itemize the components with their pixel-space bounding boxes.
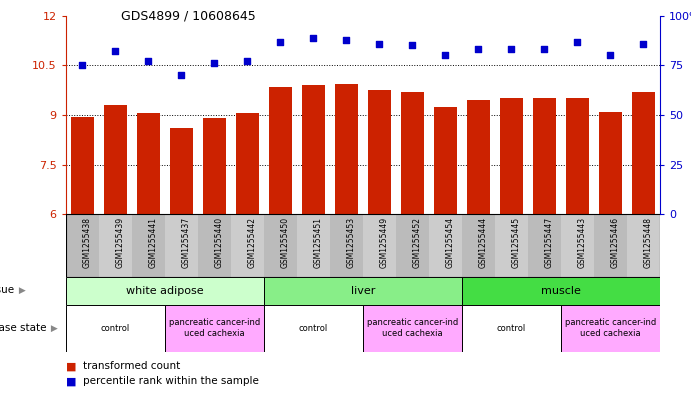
Bar [164,214,198,277]
Bar [599,112,622,214]
Bar [566,98,589,214]
Text: tissue: tissue [0,285,15,295]
Text: liver: liver [350,286,375,296]
Bar [396,214,429,277]
Bar [132,214,164,277]
Text: GSM1255452: GSM1255452 [413,217,422,268]
Point [605,52,616,59]
Point [142,58,153,64]
Point [275,39,286,45]
Bar [495,214,528,277]
Text: GSM1255445: GSM1255445 [511,217,520,268]
Bar [429,214,462,277]
Point [110,48,121,55]
Text: GSM1255454: GSM1255454 [445,217,454,268]
Bar [264,277,462,305]
Point [209,60,220,66]
Bar [70,117,94,214]
Bar [363,305,462,352]
Text: GSM1255453: GSM1255453 [346,217,355,268]
Text: GSM1255446: GSM1255446 [610,217,619,268]
Text: GSM1255437: GSM1255437 [181,217,190,268]
Text: GSM1255442: GSM1255442 [247,217,256,268]
Text: GSM1255448: GSM1255448 [643,217,652,268]
Bar [533,98,556,214]
Point [439,52,451,59]
Text: GSM1255451: GSM1255451 [313,217,322,268]
Bar [363,214,396,277]
Text: ■: ■ [66,361,76,371]
Bar [269,87,292,214]
Text: control: control [299,324,328,332]
Bar [66,305,164,352]
Point [307,35,319,41]
Bar [66,214,99,277]
Bar [462,305,561,352]
Bar [164,305,264,352]
Bar [500,98,523,214]
Text: ▶: ▶ [48,324,57,332]
Text: percentile rank within the sample: percentile rank within the sample [83,376,259,386]
Bar [302,85,325,214]
Text: GSM1255443: GSM1255443 [578,217,587,268]
Text: control: control [497,324,526,332]
Point [242,58,253,64]
Text: ▶: ▶ [16,286,26,294]
Text: muscle: muscle [541,286,581,296]
Text: GSM1255439: GSM1255439 [115,217,124,268]
Bar [462,214,495,277]
Text: pancreatic cancer-ind
uced cachexia: pancreatic cancer-ind uced cachexia [169,318,260,338]
Bar [296,214,330,277]
Text: disease state: disease state [0,323,47,333]
Text: GSM1255440: GSM1255440 [214,217,223,268]
Text: ■: ■ [66,376,76,386]
Bar [330,214,363,277]
Text: GDS4899 / 10608645: GDS4899 / 10608645 [121,10,256,23]
Text: GSM1255449: GSM1255449 [379,217,388,268]
Point [341,37,352,43]
Bar [462,277,660,305]
Bar [401,92,424,214]
Text: control: control [101,324,130,332]
Bar [169,127,193,214]
Bar [66,277,264,305]
Text: GSM1255447: GSM1255447 [545,217,553,268]
Point [638,40,649,47]
Bar [627,214,660,277]
Bar [561,305,660,352]
Bar [466,100,490,214]
Point [473,46,484,53]
Bar [202,118,226,214]
Bar [236,113,258,214]
Text: GSM1255441: GSM1255441 [148,217,157,268]
Text: transformed count: transformed count [83,361,180,371]
Point [407,42,418,49]
Bar [198,214,231,277]
Bar [137,113,160,214]
Bar [104,105,126,214]
Text: GSM1255450: GSM1255450 [281,217,290,268]
Point [374,40,385,47]
Bar [99,214,132,277]
Bar [231,214,264,277]
Bar [264,305,363,352]
Text: GSM1255438: GSM1255438 [82,217,91,268]
Bar [264,214,296,277]
Bar [368,90,391,214]
Bar [561,214,594,277]
Text: GSM1255444: GSM1255444 [478,217,487,268]
Point [539,46,550,53]
Point [506,46,517,53]
Text: white adipose: white adipose [126,286,204,296]
Bar [334,84,358,214]
Bar [528,214,561,277]
Point [77,62,88,68]
Point [176,72,187,78]
Bar [434,107,457,214]
Bar [632,92,655,214]
Bar [594,214,627,277]
Text: pancreatic cancer-ind
uced cachexia: pancreatic cancer-ind uced cachexia [367,318,458,338]
Point [572,39,583,45]
Text: pancreatic cancer-ind
uced cachexia: pancreatic cancer-ind uced cachexia [565,318,656,338]
